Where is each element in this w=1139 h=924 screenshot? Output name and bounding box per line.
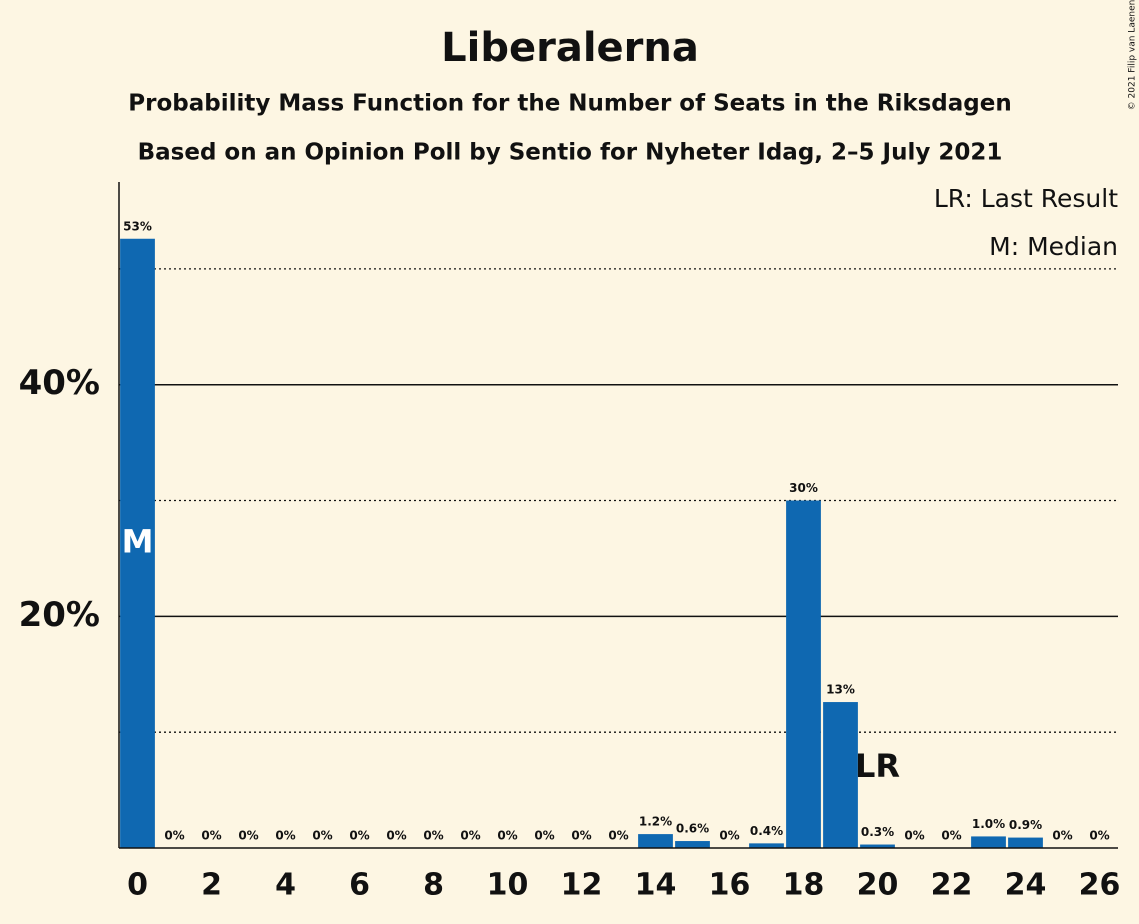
value-label: 0% [719,829,739,843]
value-label: 0% [941,829,961,843]
value-label: 0% [164,829,184,843]
value-label: 0% [1089,829,1109,843]
bar [638,834,673,848]
bar [120,238,155,849]
x-tick-label: 20 [857,868,899,903]
annotation: M [122,522,154,560]
chart-subtitle: Probability Mass Function for the Number… [128,91,1011,117]
chart-subtitle: Based on an Opinion Poll by Sentio for N… [138,140,1003,166]
value-label: 0% [608,829,628,843]
bar [786,500,821,848]
x-tick-label: 6 [349,868,370,903]
bar [823,702,858,848]
copyright: © 2021 Filip van Laenen [1128,0,1138,110]
value-label: 0% [534,829,554,843]
x-tick-label: 10 [487,868,529,903]
value-label: 0.6% [676,822,709,836]
value-label: 0% [1052,829,1072,843]
y-tick-label: 40% [19,363,100,403]
value-label: 0% [312,829,332,843]
value-label: 0.9% [1009,818,1042,832]
value-label: 0% [423,829,443,843]
value-label: 0% [497,829,517,843]
value-label: 1.0% [972,817,1005,831]
value-label: 0.3% [861,825,894,839]
value-label: 0% [349,829,369,843]
bar [1008,837,1043,848]
x-tick-label: 14 [635,868,677,903]
bar [971,836,1006,848]
value-label: 0% [460,829,480,843]
value-label: 30% [789,481,818,495]
y-tick-label: 20% [19,595,100,635]
bar [860,844,895,848]
x-tick-label: 0 [127,868,148,903]
x-tick-label: 2 [201,868,222,903]
chart-title: Liberalerna [441,25,699,71]
x-tick-label: 26 [1079,868,1121,903]
value-label: 0% [571,829,591,843]
value-label: 0% [238,829,258,843]
value-label: 1.2% [639,815,672,829]
value-label: 13% [826,683,855,697]
x-tick-label: 4 [275,868,296,903]
legend-entry: LR: Last Result [934,184,1118,213]
legend-entry: M: Median [989,232,1118,261]
x-tick-label: 8 [423,868,444,903]
value-label: 0% [201,829,221,843]
annotation: LR [855,747,900,785]
bar [675,841,710,848]
value-label: 0% [275,829,295,843]
bar [749,843,784,848]
x-tick-label: 24 [1005,868,1047,903]
x-tick-label: 16 [709,868,751,903]
x-tick-label: 18 [783,868,825,903]
x-tick-label: 22 [931,868,973,903]
x-tick-label: 12 [561,868,603,903]
value-label: 0% [904,829,924,843]
value-label: 53% [123,219,152,233]
value-label: 0% [386,829,406,843]
value-label: 0.4% [750,824,783,838]
